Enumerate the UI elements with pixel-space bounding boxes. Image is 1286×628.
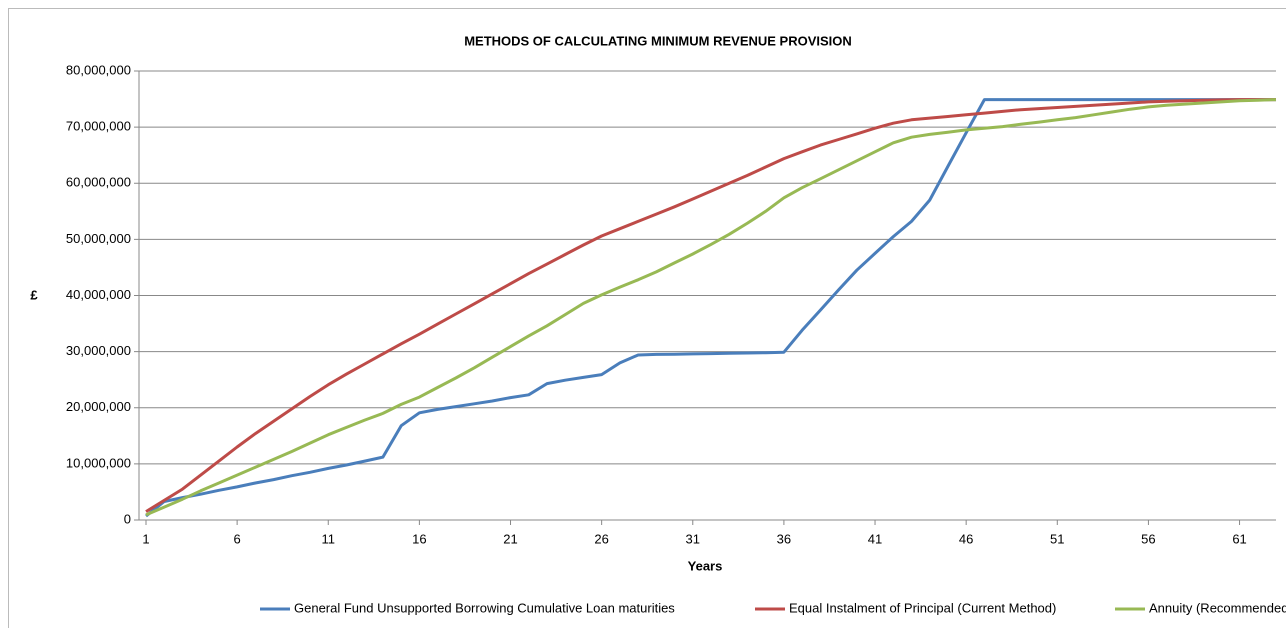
chart-title: METHODS OF CALCULATING MINIMUM REVENUE P…	[464, 33, 852, 48]
series-line	[145, 98, 1277, 517]
x-tick-label: 41	[868, 531, 882, 546]
x-tick-label: 1	[142, 531, 149, 546]
y-tick-label: 20,000,000	[66, 399, 131, 414]
y-tick-label: 80,000,000	[66, 62, 131, 77]
x-tick-label: 36	[777, 531, 791, 546]
y-tick-label: 70,000,000	[66, 119, 131, 134]
x-tick-label: 51	[1050, 531, 1064, 546]
x-tick-label: 31	[686, 531, 700, 546]
legend-label: Equal Instalment of Principal (Current M…	[789, 600, 1056, 615]
y-axis-label: £	[30, 287, 38, 302]
x-tick-label: 46	[959, 531, 973, 546]
x-tick-label: 61	[1232, 531, 1246, 546]
y-tick-label: 50,000,000	[66, 231, 131, 246]
series-line	[145, 98, 1276, 518]
chart-frame	[8, 8, 1286, 628]
x-tick-label: 6	[234, 531, 241, 546]
y-tick-label: 40,000,000	[66, 287, 131, 302]
y-tick-label: 30,000,000	[66, 343, 131, 358]
series-line	[145, 98, 1276, 513]
x-axis-label: Years	[688, 558, 723, 573]
x-tick-label: 26	[594, 531, 608, 546]
legend-label: Annuity (Recommended Method)	[1149, 600, 1286, 615]
y-tick-label: 60,000,000	[66, 175, 131, 190]
x-tick-label: 11	[322, 531, 336, 546]
x-tick-label: 21	[503, 531, 517, 546]
y-tick-label: 10,000,000	[66, 455, 131, 470]
x-tick-label: 56	[1141, 531, 1155, 546]
y-tick-label: 0	[124, 511, 131, 526]
x-tick-label: 16	[412, 531, 426, 546]
legend-label: General Fund Unsupported Borrowing Cumul…	[294, 600, 675, 615]
